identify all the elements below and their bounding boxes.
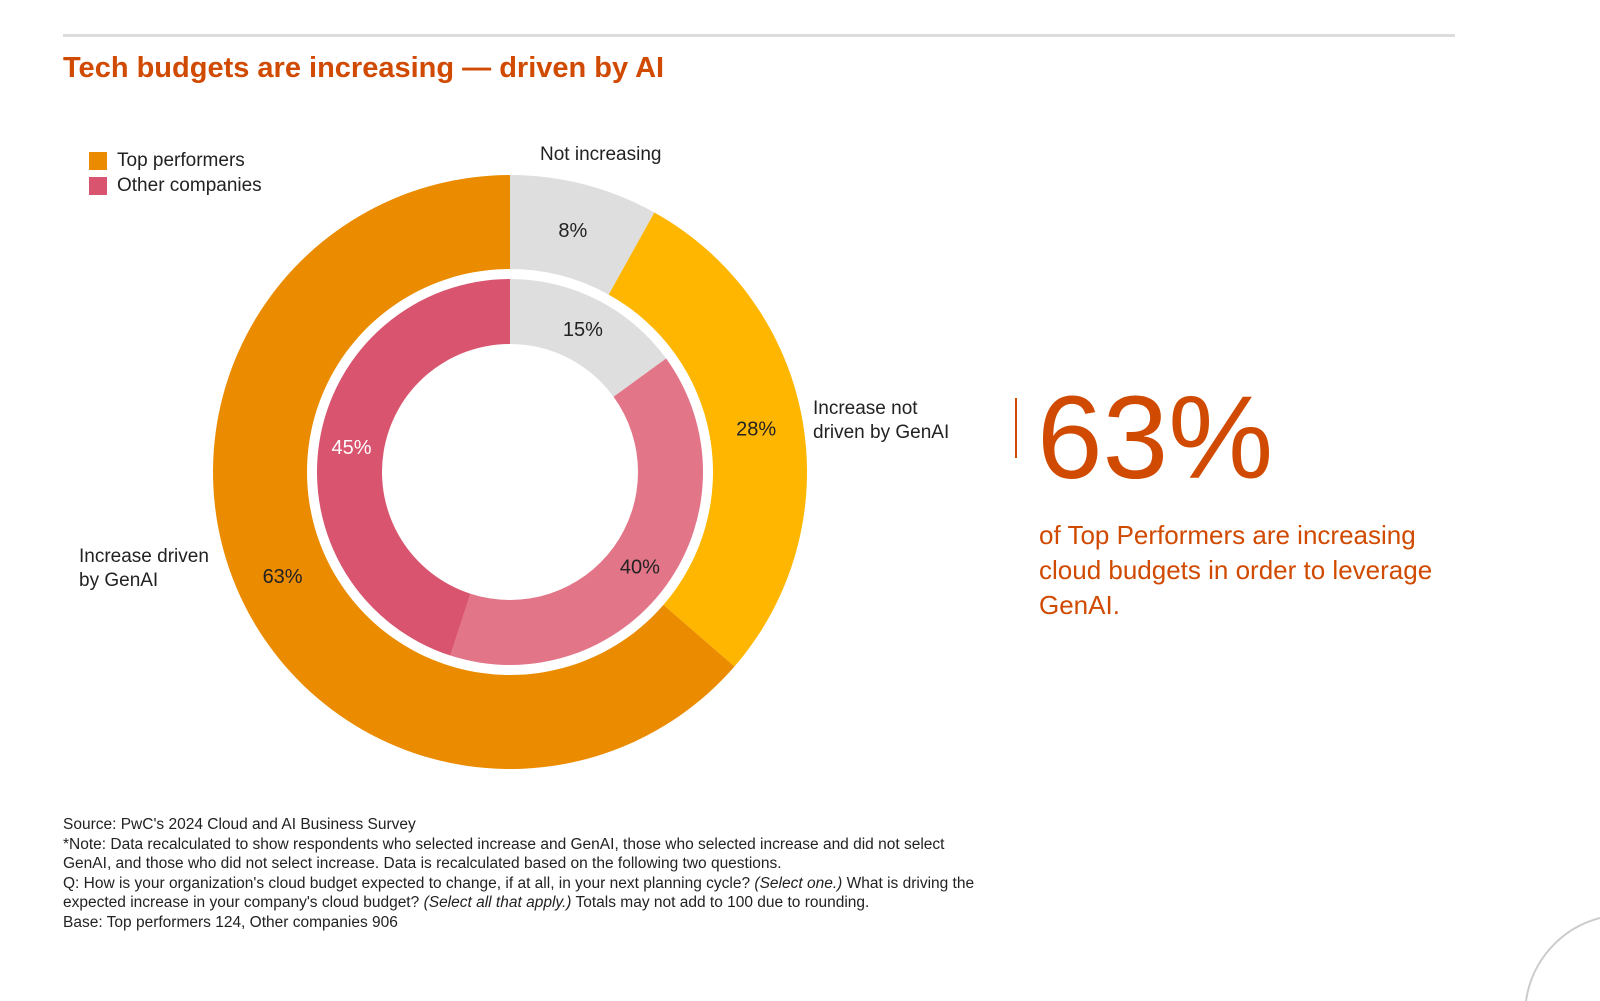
category-label-increase-not-genai: Increase not driven by GenAI [813, 398, 950, 443]
category-label-not-increasing: Not increasing [540, 144, 662, 165]
legend-item-top-performers: Top performers [89, 148, 262, 173]
source-text: Source: PwC's 2024 Cloud and AI Business… [63, 816, 416, 833]
outer-segment-increase-genai [213, 175, 735, 769]
questions-text: Q: How is your organization's cloud budg… [63, 874, 983, 913]
callout-text: of Top Performers are increasing cloud b… [1039, 520, 1433, 620]
legend-swatch [89, 151, 107, 170]
inner-data-label-increase-genai: 45% [331, 437, 371, 459]
totals-note: Totals may not add to 100 due to roundin… [575, 894, 870, 911]
question-1-hint: (Select one.) [754, 874, 843, 892]
note-text: *Note: Data recalculated to show respond… [63, 835, 945, 873]
legend-swatch [89, 176, 107, 195]
legend: Top performers Other companies [89, 148, 262, 198]
top-rule [63, 34, 1455, 37]
inner-segment-not-increasing [510, 279, 667, 397]
decorative-arc [1525, 917, 1600, 1001]
callout-value: 63% [1037, 372, 1274, 504]
outer-data-label-increase-not-genai: 28% [736, 419, 776, 441]
inner-segment-increase-not-genai [450, 358, 703, 665]
legend-item-other-companies: Other companies [89, 173, 262, 198]
footnote: Source: PwC's 2024 Cloud and AI Business… [63, 815, 983, 932]
outer-data-label-not-increasing: 8% [558, 220, 587, 242]
outer-data-label-increase-genai: 63% [263, 566, 303, 588]
callout-bar [1015, 398, 1017, 458]
outer-segment-not-increasing [510, 175, 655, 295]
chart-title: Tech budgets are increasing — driven by … [63, 52, 665, 84]
question-1: Q: How is your organization's cloud budg… [63, 874, 751, 892]
inner-data-label-not-increasing: 15% [563, 319, 603, 341]
legend-label: Other companies [117, 174, 262, 196]
question-2-hint: (Select all that apply.) [423, 894, 572, 911]
category-label-increase-genai: Increase driven by GenAI [79, 546, 209, 591]
legend-label: Top performers [117, 149, 245, 171]
question-2: What is driving the expected increase in… [63, 874, 975, 912]
inner-segment-increase-genai [317, 279, 510, 656]
base-text: Base: Top performers 124, Other companie… [63, 913, 398, 931]
outer-segment-increase-not-genai [608, 212, 807, 667]
donut-chart: 8% 28% 63% 15% 40% 45% [213, 175, 807, 769]
inner-data-label-increase-not-genai: 40% [620, 556, 660, 578]
